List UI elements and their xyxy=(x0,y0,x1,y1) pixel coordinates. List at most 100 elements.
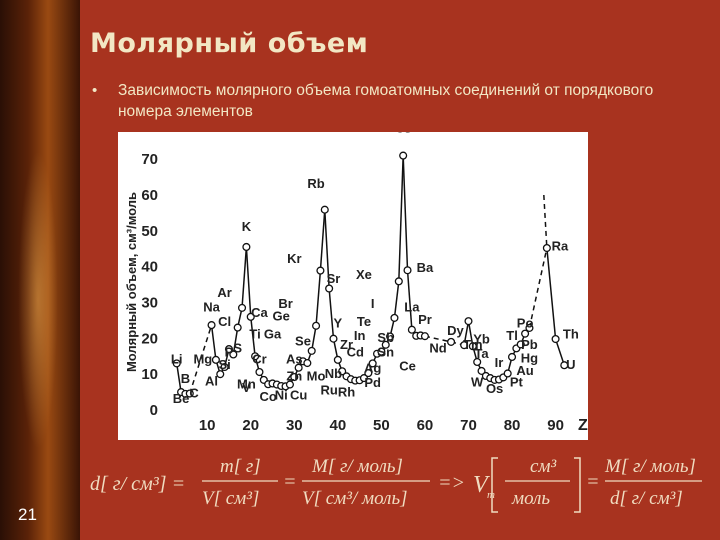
series-line-segment xyxy=(189,324,213,394)
point-label: Ti xyxy=(249,326,260,341)
bullet-marker: • xyxy=(92,82,98,99)
point-label: Ra xyxy=(552,239,569,254)
y-tick-label: 20 xyxy=(141,330,158,347)
data-point-br xyxy=(312,321,321,330)
density-formula: d[ г/ см³] = m[ г] V[ см³] = M[ г/ моль]… xyxy=(90,456,702,513)
point-label: Tm xyxy=(463,337,483,352)
series-line-segment xyxy=(328,288,335,339)
point-label: Co xyxy=(259,389,276,404)
point-label: Sr xyxy=(327,271,341,286)
y-tick-label: 40 xyxy=(141,259,158,276)
data-point-sr xyxy=(325,284,334,293)
point-label: B xyxy=(181,371,190,386)
point-label: Zn xyxy=(286,368,302,383)
series-line-segment xyxy=(543,194,548,249)
point-label: Ce xyxy=(399,359,416,374)
formula-frac2-num: M[ г/ моль] xyxy=(311,456,403,477)
data-point-pb xyxy=(516,340,525,349)
data-point-tm xyxy=(460,341,469,350)
series-line-segment xyxy=(424,335,452,343)
data-point-ba xyxy=(403,266,412,275)
molar-volume-chart: 0 10 20 30 40 50 60 70 10 20 30 40 50 60 70 80 90 Z Молярн… xyxy=(118,120,588,440)
formula-frac4-num: M[ г/ моль] xyxy=(604,456,696,477)
data-point-ar xyxy=(237,303,247,312)
point-label: Th xyxy=(563,326,579,341)
point-label: Te xyxy=(357,314,371,329)
formula-equals-1: = xyxy=(283,471,297,493)
point-label: Yb xyxy=(473,332,490,347)
data-point-th xyxy=(551,335,560,344)
data-point-nb xyxy=(338,367,347,376)
data-point-k xyxy=(242,242,251,252)
point-label: Ta xyxy=(474,346,489,361)
point-label: Cr xyxy=(252,351,266,366)
series-line-segment xyxy=(210,324,217,360)
y-tick-label: 50 xyxy=(141,223,158,240)
point-label: Sb xyxy=(377,330,394,345)
data-point-se xyxy=(307,346,316,355)
point-label: Pb xyxy=(521,337,538,352)
series-line-segment xyxy=(241,246,248,308)
series-line-segment xyxy=(467,321,474,347)
point-label: Ar xyxy=(217,285,231,300)
x-axis-label: Z xyxy=(578,417,588,434)
point-label: C xyxy=(189,385,199,400)
y-tick-label: 30 xyxy=(141,295,158,312)
series-line-segment xyxy=(402,155,409,271)
data-point-pd xyxy=(359,374,369,383)
point-label: Au xyxy=(516,363,533,378)
data-point-mg xyxy=(211,355,220,364)
formula-vm-sub: m xyxy=(487,489,495,501)
series-line-segment xyxy=(528,247,548,329)
data-point-hg xyxy=(507,352,517,362)
formula-equals-2: = xyxy=(586,471,600,493)
data-point-kr xyxy=(316,266,325,275)
point-label: Xe xyxy=(356,267,372,282)
data-point-dy xyxy=(447,337,456,346)
point-label: Cs xyxy=(395,132,412,135)
formula-frac2-den: V[ см³/ моль] xyxy=(302,488,408,509)
data-point-p xyxy=(224,345,234,354)
series-line-segment xyxy=(463,320,470,346)
y-axis-label: Молярный объем, см³/моль xyxy=(124,192,139,372)
point-label: Pd xyxy=(364,375,381,390)
point-label: Na xyxy=(203,299,220,314)
x-tick-label: 20 xyxy=(242,417,259,434)
point-label: Pt xyxy=(510,375,524,390)
data-point-rb xyxy=(320,205,329,214)
formula-frac1-num: m[ г] xyxy=(220,456,261,477)
point-label: Ba xyxy=(417,260,434,275)
point-label: La xyxy=(404,299,420,314)
data-point-al xyxy=(216,370,225,379)
slide-subtitle: Зависимость молярного объема гомоатомных… xyxy=(118,82,654,120)
data-point-la xyxy=(407,325,416,334)
point-label: Zr xyxy=(340,337,353,352)
data-point-hf xyxy=(473,357,482,367)
point-label: Al xyxy=(205,374,218,389)
point-label: Ni xyxy=(275,387,288,402)
point-label: U xyxy=(566,357,575,372)
point-label: Si xyxy=(218,357,230,372)
slide-number: 21 xyxy=(18,505,37,524)
data-point-ti xyxy=(255,367,264,377)
series-line-segment xyxy=(315,270,322,326)
point-label: K xyxy=(242,219,252,234)
point-label: Nb xyxy=(325,366,342,381)
series-line-segment xyxy=(554,338,566,366)
point-label: Rh xyxy=(338,384,355,399)
series-line-segment xyxy=(398,155,404,282)
data-point-c xyxy=(185,389,194,398)
x-tick-label: 40 xyxy=(329,417,346,434)
data-point-sc xyxy=(251,352,260,361)
data-point-po xyxy=(525,323,534,332)
data-point-cu xyxy=(285,380,294,389)
data-point-cd xyxy=(368,359,377,368)
x-tick-label: 50 xyxy=(373,417,390,434)
point-label: Ag xyxy=(364,360,381,375)
point-label: I xyxy=(371,296,375,311)
formula-frac3-den: моль xyxy=(511,488,550,509)
point-label: Cl xyxy=(218,314,231,329)
point-label: Ga xyxy=(264,326,282,341)
formula-frac3-num: см³ xyxy=(530,456,557,477)
data-point-sb xyxy=(381,340,390,349)
